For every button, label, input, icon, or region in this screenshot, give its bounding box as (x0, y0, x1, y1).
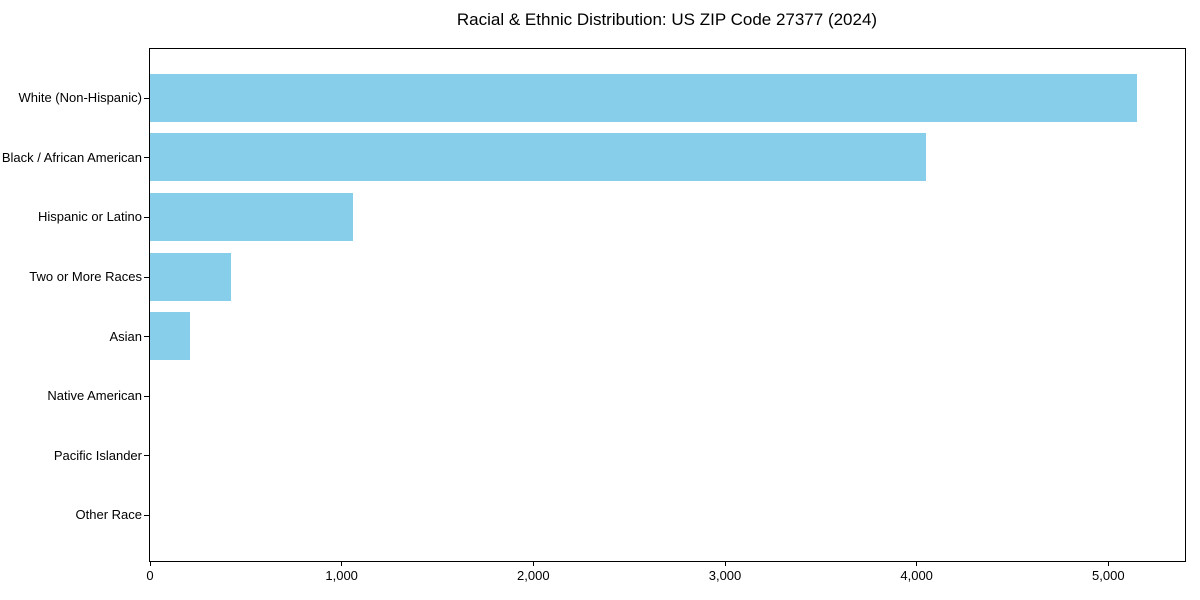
y-axis-labels: White (Non-Hispanic) Black / African Amer… (0, 49, 142, 563)
bar-row-other-race (150, 485, 1185, 545)
chart-title: Racial & Ethnic Distribution: US ZIP Cod… (456, 10, 878, 29)
bars-container (150, 49, 1185, 561)
y-axis-label: Pacific Islander (53, 447, 142, 463)
x-tick-label: 4,000 (900, 568, 933, 583)
y-tick-mark (144, 455, 149, 456)
x-tick-label: 5,000 (1092, 568, 1125, 583)
y-tick-mark (144, 396, 149, 397)
x-tick-mark (532, 561, 534, 566)
y-axis-label: Asian (109, 328, 142, 344)
y-axis-label: White (Non-Hispanic) (18, 90, 142, 106)
bar-row-two-or-more-races (150, 247, 1185, 307)
y-axis-label: Two or More Races (29, 269, 142, 285)
y-tick-mark (144, 157, 149, 158)
bar-row-asian (150, 306, 1185, 366)
bar-row-black-african-american (150, 128, 1185, 188)
y-axis-label: Native American (47, 388, 142, 404)
y-tick-mark (144, 277, 149, 278)
x-tick-mark (149, 561, 151, 566)
bar-row-pacific-islander (150, 426, 1185, 486)
bar-white-non-hispanic (150, 73, 1138, 122)
x-tick-mark (724, 561, 726, 566)
plot-area: 0 1,000 2,000 3,000 4,000 5,000 (144, 48, 1186, 583)
y-tick-mark (144, 98, 149, 99)
x-tick-mark (1107, 561, 1109, 566)
bar-row-white-non-hispanic (150, 68, 1185, 128)
bar-black-african-american (150, 133, 927, 182)
x-tick-label: 3,000 (708, 568, 742, 583)
bar-two-or-more-races (150, 252, 231, 301)
y-tick-mark (144, 515, 149, 516)
x-tick-label: 0 (146, 568, 154, 583)
bar-row-hispanic-or-latino (150, 187, 1185, 247)
y-axis-label: Other Race (75, 507, 142, 523)
x-tick-mark (916, 561, 918, 566)
y-axis-label: Black / African American (1, 149, 142, 165)
bar-asian (150, 312, 191, 361)
bar-hispanic-or-latino (150, 192, 354, 241)
x-tick-mark (341, 561, 343, 566)
bar-row-native-american (150, 366, 1185, 426)
y-tick-mark (144, 336, 149, 337)
x-tick-label: 1,000 (325, 568, 358, 583)
y-axis-label: Hispanic or Latino (37, 209, 142, 225)
x-tick-label: 2,000 (517, 568, 550, 583)
y-tick-mark (144, 217, 149, 218)
